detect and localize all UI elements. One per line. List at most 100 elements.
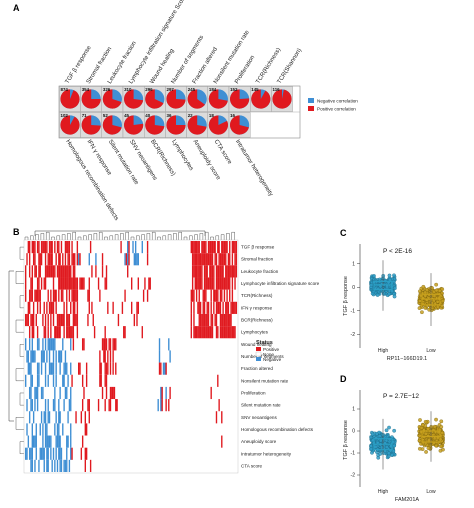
heatmap-cell [66, 362, 68, 375]
top-pie-count: 152 [230, 87, 238, 92]
heatmap-cell [206, 326, 208, 339]
heatmap-cell [28, 289, 31, 302]
heatmap-cell [120, 241, 122, 254]
heatmap-cell [231, 289, 234, 302]
jitter-point [432, 424, 437, 429]
heatmap-cell [105, 374, 108, 387]
heatmap-cell [30, 277, 32, 290]
top-pie-7: 184 [207, 86, 230, 112]
heatmap-cell [101, 265, 104, 278]
heatmap-cell [50, 435, 52, 448]
heatmap-cell [225, 241, 227, 254]
heatmap-row-label: Lymphocyte infiltration signature score [241, 281, 320, 286]
heatmap-cell [78, 253, 80, 266]
heatmap-cell [58, 265, 60, 278]
top-pie-5: 297 [165, 86, 187, 112]
heatmap-cell [193, 326, 195, 339]
row-dendrogram-branch [19, 392, 24, 406]
heatmap-cell [67, 313, 69, 327]
column-dendrogram-branch [88, 234, 92, 240]
heatmap-cell [235, 241, 238, 254]
jitter-point [369, 283, 374, 287]
heatmap-cell [85, 423, 88, 436]
heatmap-cell [68, 459, 71, 472]
heatmap-cell [59, 313, 61, 327]
heatmap-cell [32, 301, 35, 314]
heatmap-row-label: Number of segments [241, 354, 284, 359]
heatmap-cell [70, 265, 72, 278]
heatmap-cell [71, 241, 73, 254]
column-dendrogram-branch [61, 234, 66, 240]
heatmap-cell [226, 241, 228, 254]
pie-positive-slice [81, 89, 101, 109]
heatmap-cell [231, 277, 234, 290]
heatmap-cell [221, 326, 223, 339]
heatmap-cell [55, 362, 57, 375]
heatmap-cell [30, 289, 32, 302]
heatmap-row-label: Proliferation [241, 390, 266, 395]
heatmap-cell [197, 253, 199, 266]
column-dendrogram-branch [56, 235, 60, 240]
heatmap-cell [88, 253, 90, 266]
heatmap-cell [72, 313, 75, 327]
heatmap-cell [198, 313, 200, 327]
heatmap-cell [27, 362, 30, 375]
heatmap-cell [215, 313, 218, 327]
bottom-pie-6: 22 [186, 112, 209, 138]
heatmap-cell [217, 289, 219, 302]
heatmap-cell [64, 265, 67, 278]
heatmap-cell [127, 253, 129, 266]
heatmap-cell [218, 277, 220, 290]
y-tick-label: 1 [352, 407, 355, 413]
heatmap-cell [79, 362, 81, 375]
heatmap-cell [209, 326, 211, 339]
bottom-pie-3: 45 [122, 112, 145, 138]
heatmap-cell [59, 459, 61, 472]
heatmap-cell [101, 386, 104, 400]
heatmap-cell [227, 277, 230, 290]
heatmap-cell [52, 362, 55, 375]
heatmap-cell [48, 338, 51, 351]
heatmap-cell [134, 253, 137, 266]
heatmap-cell [30, 350, 32, 363]
pie-positive-slice [145, 115, 165, 135]
jitter-point [372, 274, 376, 278]
heatmap-cell [199, 277, 202, 290]
heatmap-cell [44, 326, 47, 339]
heatmap-cell [133, 313, 136, 327]
heatmap-cell [38, 241, 40, 254]
heatmap-cell [43, 350, 45, 363]
heatmap-cell [191, 253, 194, 266]
y-tick-label: 0 [352, 285, 355, 291]
heatmap-cell [50, 447, 52, 460]
heatmap-cell [235, 253, 238, 266]
pie-positive-slice [272, 89, 292, 109]
heatmap-cell [105, 338, 108, 351]
heatmap-row-label: TGF β response [241, 245, 275, 250]
heatmap-cell [44, 435, 47, 448]
heatmap-cell [59, 326, 61, 339]
bottom-pie-count: 102 [61, 113, 69, 118]
heatmap-cell [210, 241, 212, 254]
heatmap-cell [211, 253, 214, 266]
heatmap-cell [47, 435, 49, 448]
heatmap-cell [66, 241, 68, 254]
heatmap-cell [214, 253, 216, 266]
column-dendrogram-branch [167, 234, 172, 240]
top-pie-3: 310 [122, 86, 145, 112]
status-label-none: None [263, 352, 274, 357]
heatmap-cell [193, 289, 195, 302]
heatmap-cell [50, 253, 52, 266]
legend-label-positive: Positive correlation [317, 107, 356, 112]
heatmap-cell [63, 277, 65, 290]
heatmap-cell [190, 326, 192, 339]
heatmap-cell [56, 459, 59, 472]
top-pie-count: 326 [103, 87, 111, 92]
heatmap-cell [201, 253, 203, 266]
heatmap-row-label: Homologous recombination defects [241, 427, 314, 432]
heatmap-cell [214, 289, 216, 302]
heatmap-cell [62, 277, 64, 290]
jitter-point [374, 431, 379, 436]
heatmap-cell [58, 423, 60, 436]
